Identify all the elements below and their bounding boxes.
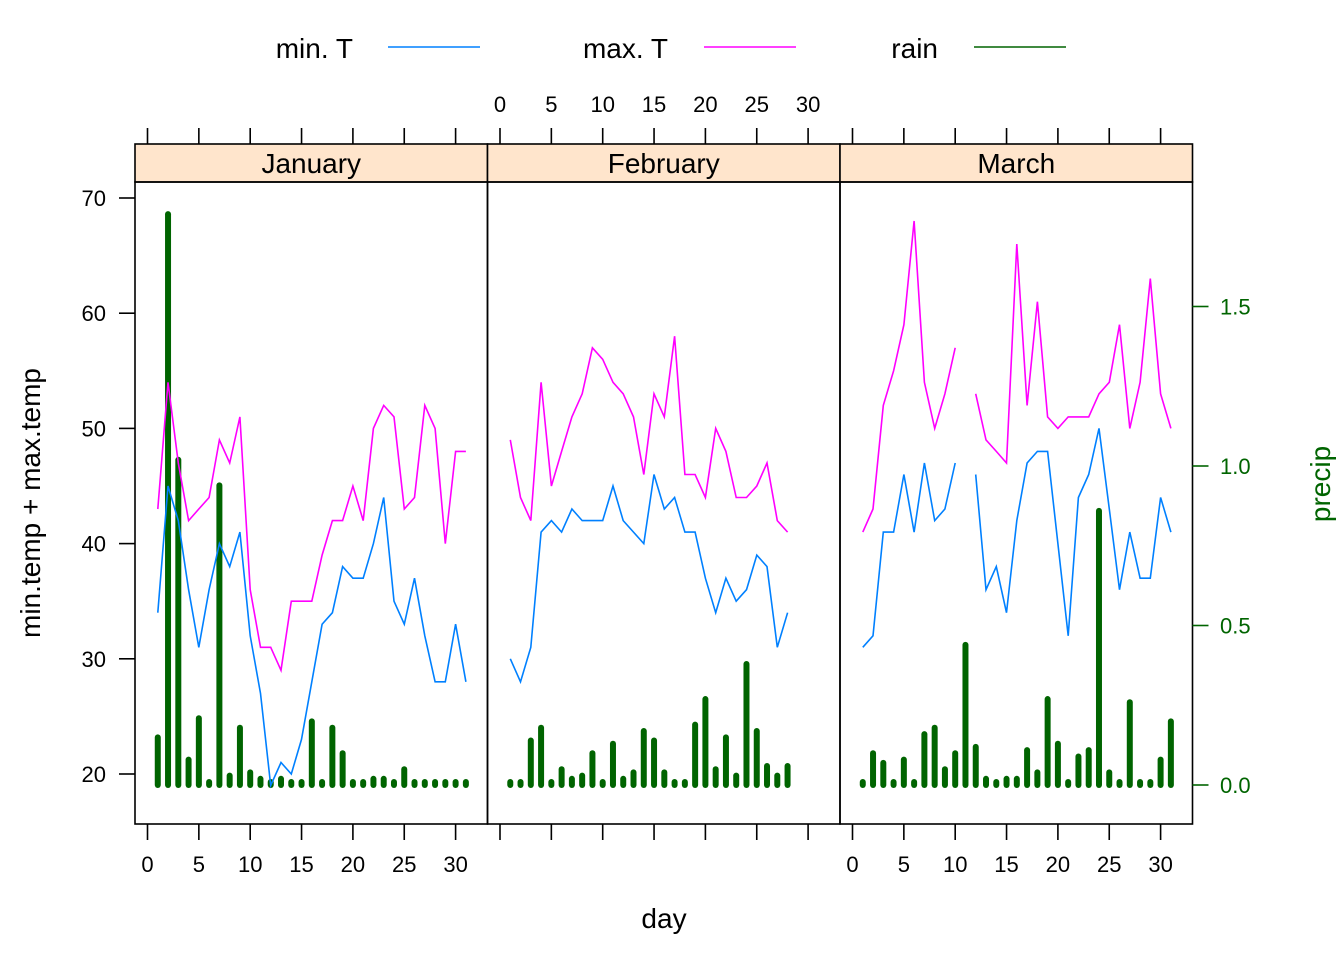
panel-frame <box>839 181 1194 825</box>
strip-february <box>486 143 841 183</box>
left-tick-label: 50 <box>82 416 106 441</box>
right-tick-label: 0.5 <box>1220 614 1251 639</box>
series-min-line <box>974 428 1172 636</box>
y2-axis-label: precip <box>1305 446 1336 522</box>
bottom-tick-label: 15 <box>994 852 1018 877</box>
series-min-line <box>509 474 789 685</box>
top-tick-label: 30 <box>796 92 820 117</box>
top-axis: 0 5 10 15 20 25 30 <box>146 92 1162 144</box>
legend-label-rain: rain <box>891 33 938 64</box>
panels: January February March <box>134 143 1194 825</box>
strip-label: February <box>608 148 720 179</box>
strip-january <box>134 143 489 183</box>
series-min-line <box>157 485 467 789</box>
left-tick-label: 40 <box>82 532 106 557</box>
legend: min. T max. T rain <box>276 33 1066 64</box>
top-tick-label: 20 <box>693 92 717 117</box>
bottom-tick-label: 20 <box>1046 852 1070 877</box>
x-axis-label: day <box>641 903 686 934</box>
strip-label: January <box>261 148 361 179</box>
left-tick-label: 20 <box>82 762 106 787</box>
legend-label-min: min. T <box>276 33 353 64</box>
left-tick-label: 70 <box>82 186 106 211</box>
left-tick-label: 30 <box>82 647 106 672</box>
bottom-tick-label: 25 <box>392 852 416 877</box>
bottom-tick-label: 5 <box>193 852 205 877</box>
bottom-tick-label: 30 <box>443 852 467 877</box>
bottom-tick-label: 10 <box>943 852 967 877</box>
bottom-tick-label: 25 <box>1097 852 1121 877</box>
bottom-tick-label: 15 <box>289 852 313 877</box>
right-tick-label: 1.5 <box>1220 295 1251 320</box>
legend-label-max: max. T <box>583 33 668 64</box>
y-axis-label: min.temp + max.temp <box>15 368 46 638</box>
right-tick-label: 1.0 <box>1220 454 1251 479</box>
series-max-line <box>974 244 1172 466</box>
series-max-line <box>157 382 466 674</box>
bottom-tick-label: 0 <box>141 852 153 877</box>
right-axis: 0.0 0.5 1.0 1.5 <box>1192 295 1251 798</box>
top-tick-label: 0 <box>494 92 506 117</box>
bottom-tick-label: 5 <box>898 852 910 877</box>
bottom-tick-label: 30 <box>1148 852 1172 877</box>
top-tick-label: 25 <box>745 92 769 117</box>
panel-march: March <box>839 143 1194 825</box>
top-tick-label: 5 <box>545 92 557 117</box>
bottom-tick-label: 20 <box>341 852 365 877</box>
strip-march <box>839 143 1194 183</box>
bottom-tick-label: 0 <box>846 852 858 877</box>
bottom-axis: 0 5 10 15 20 25 30 0 5 10 15 20 25 30 <box>141 824 1173 877</box>
top-tick-label: 15 <box>642 92 666 117</box>
panel-february: February <box>486 143 841 825</box>
left-tick-label: 60 <box>82 301 106 326</box>
panel-january: January <box>134 143 489 825</box>
strip-label: March <box>977 148 1055 179</box>
left-axis: 20 30 40 50 60 70 <box>82 186 135 787</box>
series-min-line <box>862 462 956 648</box>
right-tick-label: 0.0 <box>1220 773 1251 798</box>
top-tick-label: 10 <box>590 92 614 117</box>
bottom-tick-label: 10 <box>238 852 262 877</box>
series-max-line <box>862 220 956 533</box>
series-max-line <box>509 336 789 533</box>
